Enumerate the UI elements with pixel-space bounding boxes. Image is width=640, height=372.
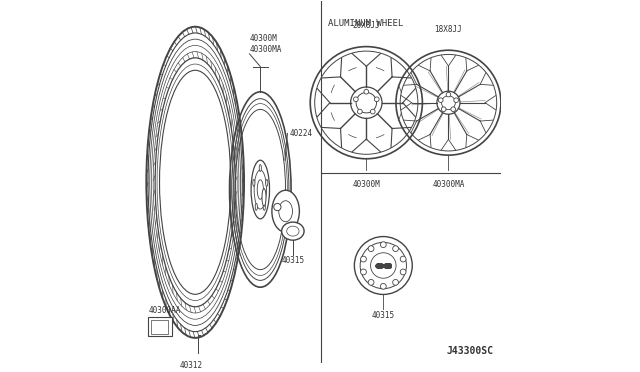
Circle shape xyxy=(380,242,386,247)
Circle shape xyxy=(353,97,358,102)
Circle shape xyxy=(446,92,451,97)
Text: 40300M
40300MA: 40300M 40300MA xyxy=(250,34,282,54)
Ellipse shape xyxy=(253,179,255,186)
Ellipse shape xyxy=(272,190,300,232)
Text: 40224: 40224 xyxy=(289,129,312,138)
Ellipse shape xyxy=(259,165,261,171)
Circle shape xyxy=(393,279,399,285)
FancyBboxPatch shape xyxy=(148,317,172,336)
Text: 20X8JJ: 20X8JJ xyxy=(353,21,380,31)
Text: 40300AA: 40300AA xyxy=(149,306,181,315)
Circle shape xyxy=(368,279,374,285)
Circle shape xyxy=(374,97,379,102)
Circle shape xyxy=(371,109,375,114)
Ellipse shape xyxy=(262,189,266,206)
Circle shape xyxy=(451,107,456,112)
Circle shape xyxy=(380,283,386,289)
Circle shape xyxy=(274,203,281,211)
Circle shape xyxy=(454,98,458,103)
Circle shape xyxy=(393,246,399,251)
Text: 40315: 40315 xyxy=(282,256,305,266)
Text: 40315: 40315 xyxy=(372,311,395,320)
Text: J43300SC: J43300SC xyxy=(447,346,493,356)
Circle shape xyxy=(368,246,374,251)
Circle shape xyxy=(442,107,446,112)
Text: ALUMINUM WHEEL: ALUMINUM WHEEL xyxy=(328,19,403,28)
Ellipse shape xyxy=(263,203,266,210)
Text: 40300M: 40300M xyxy=(353,180,380,189)
Circle shape xyxy=(400,269,406,275)
Ellipse shape xyxy=(266,179,268,186)
Circle shape xyxy=(360,256,366,262)
Circle shape xyxy=(364,89,369,94)
Text: 18X8JJ: 18X8JJ xyxy=(435,25,462,34)
Circle shape xyxy=(360,269,366,275)
Text: 40312: 40312 xyxy=(180,361,203,370)
Circle shape xyxy=(438,98,443,103)
Circle shape xyxy=(358,109,362,114)
Circle shape xyxy=(400,256,406,262)
Ellipse shape xyxy=(255,203,257,210)
Ellipse shape xyxy=(282,222,304,240)
Text: 40300MA: 40300MA xyxy=(432,180,465,189)
